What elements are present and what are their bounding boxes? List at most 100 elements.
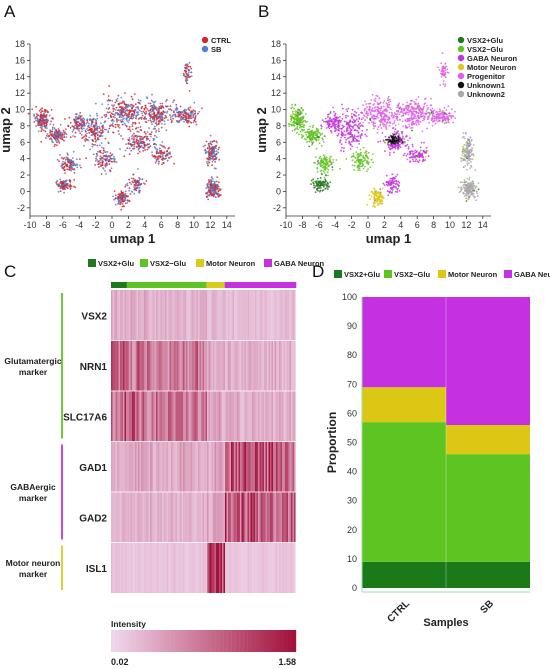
data-point — [149, 145, 152, 148]
data-point — [209, 182, 212, 185]
data-point — [391, 186, 394, 189]
data-point — [158, 115, 161, 117]
data-point — [346, 110, 349, 113]
data-point — [51, 117, 54, 120]
data-point — [385, 125, 388, 128]
data-point — [94, 124, 96, 126]
data-point — [415, 155, 418, 158]
data-point — [114, 116, 116, 119]
data-point — [106, 162, 108, 165]
data-point — [161, 102, 164, 105]
data-point — [320, 144, 323, 147]
data-point — [358, 140, 360, 143]
data-point — [324, 178, 327, 181]
data-point — [388, 104, 390, 106]
data-point — [391, 191, 393, 194]
data-point — [58, 133, 61, 135]
data-point — [215, 150, 218, 153]
data-point — [329, 111, 332, 113]
data-point — [147, 102, 150, 105]
data-point — [164, 155, 167, 158]
data-point — [466, 164, 469, 166]
data-point — [99, 161, 101, 164]
data-point — [397, 146, 400, 148]
data-point — [160, 115, 163, 118]
data-point — [356, 153, 359, 156]
data-point — [138, 187, 141, 189]
x-tick-label: -8 — [42, 220, 50, 230]
data-point — [123, 155, 126, 158]
heatmap-cell — [138, 290, 140, 341]
data-point — [468, 140, 471, 143]
data-point — [379, 140, 382, 143]
data-point — [118, 110, 121, 113]
data-point — [84, 129, 87, 132]
data-point — [40, 117, 42, 120]
legend-swatch — [457, 45, 465, 53]
data-point — [177, 115, 180, 117]
data-point — [131, 123, 134, 125]
data-point — [190, 117, 193, 119]
data-point — [85, 135, 88, 138]
data-point — [308, 131, 310, 134]
data-point — [33, 115, 35, 117]
data-point — [70, 185, 73, 188]
data-point — [391, 188, 394, 191]
data-point — [91, 131, 94, 134]
data-point — [391, 145, 394, 148]
heatmap-cell — [135, 290, 137, 341]
data-point — [149, 111, 151, 114]
data-point — [119, 113, 121, 116]
data-point — [130, 190, 133, 193]
data-point — [431, 113, 434, 115]
data-point — [326, 188, 329, 191]
data-point — [69, 187, 72, 189]
data-point — [179, 114, 181, 117]
data-point — [325, 127, 328, 129]
data-point — [289, 120, 292, 123]
data-point — [309, 135, 312, 138]
data-point — [96, 117, 99, 120]
data-point — [215, 140, 218, 143]
data-point — [405, 112, 407, 114]
data-point — [399, 144, 401, 146]
data-point — [343, 147, 345, 150]
data-point — [89, 114, 92, 117]
data-point — [373, 114, 376, 117]
data-point — [378, 192, 381, 195]
data-point — [107, 95, 110, 97]
heatmap-cell — [150, 340, 152, 391]
data-point — [94, 136, 97, 138]
data-point — [471, 153, 474, 156]
data-point — [124, 190, 127, 193]
data-point — [31, 108, 34, 111]
data-point — [60, 181, 63, 184]
data-point — [379, 188, 382, 191]
data-point — [121, 116, 123, 119]
data-point — [183, 112, 186, 115]
data-point — [405, 126, 408, 129]
data-point — [471, 147, 474, 150]
heatmap-cell — [288, 290, 290, 341]
data-point — [452, 121, 455, 124]
data-point — [357, 114, 360, 116]
data-point — [337, 133, 340, 135]
data-point — [147, 109, 150, 112]
heatmap-cell — [214, 290, 217, 341]
heatmap-cell — [160, 290, 163, 341]
data-point — [49, 133, 52, 135]
data-point — [397, 142, 399, 144]
data-point — [136, 135, 139, 138]
data-point — [387, 95, 390, 98]
heatmap-cell — [205, 290, 208, 341]
data-point — [447, 121, 450, 124]
data-point — [137, 126, 140, 129]
data-point — [45, 134, 48, 137]
data-point — [333, 130, 336, 133]
data-point — [123, 103, 126, 106]
heatmap-cell — [157, 340, 160, 391]
data-point — [380, 127, 383, 130]
heatmap-cell — [291, 290, 293, 341]
data-point — [396, 119, 399, 121]
data-point — [446, 68, 449, 71]
